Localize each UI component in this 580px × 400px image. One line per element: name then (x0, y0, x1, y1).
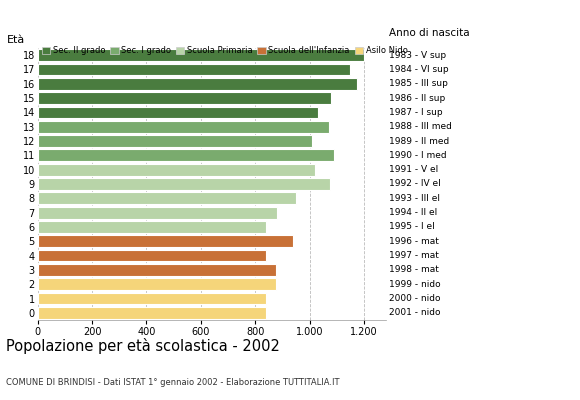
Text: 1994 - II el: 1994 - II el (389, 208, 438, 217)
Text: 1995 - I el: 1995 - I el (389, 222, 435, 232)
Text: 1984 - VI sup: 1984 - VI sup (389, 65, 449, 74)
Bar (38, 250, 266, 262)
Text: COMUNE DI BRINDISI - Dati ISTAT 1° gennaio 2002 - Elaborazione TUTTITALIA.IT: COMUNE DI BRINDISI - Dati ISTAT 1° genna… (6, 378, 339, 387)
Text: 1986 - II sup: 1986 - II sup (389, 94, 445, 103)
Bar (38, 264, 276, 276)
Text: 1990 - I med: 1990 - I med (389, 151, 447, 160)
Bar (38, 293, 266, 304)
Bar (38, 192, 296, 204)
Text: Età: Età (6, 35, 24, 45)
Text: 1988 - III med: 1988 - III med (389, 122, 452, 131)
Text: 1999 - nido: 1999 - nido (389, 280, 441, 289)
Legend: Sec. II grado, Sec. I grado, Scuola Primaria, Scuola dell'Infanzia, Asilo Nido: Sec. II grado, Sec. I grado, Scuola Prim… (42, 46, 407, 55)
Bar (38, 307, 266, 319)
Bar (38, 121, 329, 133)
Text: 1993 - III el: 1993 - III el (389, 194, 440, 203)
Text: 1989 - II med: 1989 - II med (389, 136, 450, 146)
Bar (38, 150, 334, 161)
Text: 1991 - V el: 1991 - V el (389, 165, 438, 174)
Bar (38, 235, 293, 247)
Bar (38, 178, 330, 190)
Bar (38, 221, 266, 233)
Bar (38, 92, 331, 104)
Text: 1998 - mat: 1998 - mat (389, 265, 439, 274)
Bar (38, 278, 276, 290)
Bar (38, 135, 312, 147)
Text: 1985 - III sup: 1985 - III sup (389, 79, 448, 88)
Text: Anno di nascita: Anno di nascita (389, 28, 470, 38)
Bar (38, 49, 364, 61)
Text: 1997 - mat: 1997 - mat (389, 251, 439, 260)
Bar (38, 164, 315, 176)
Bar (38, 207, 277, 218)
Text: 2001 - nido: 2001 - nido (389, 308, 441, 317)
Bar (38, 64, 350, 75)
Text: Popolazione per età scolastica - 2002: Popolazione per età scolastica - 2002 (6, 338, 280, 354)
Text: 1987 - I sup: 1987 - I sup (389, 108, 443, 117)
Text: 1996 - mat: 1996 - mat (389, 237, 439, 246)
Bar (38, 78, 357, 90)
Text: 1992 - IV el: 1992 - IV el (389, 180, 441, 188)
Bar (38, 106, 318, 118)
Text: 2000 - nido: 2000 - nido (389, 294, 441, 303)
Text: 1983 - V sup: 1983 - V sup (389, 51, 447, 60)
